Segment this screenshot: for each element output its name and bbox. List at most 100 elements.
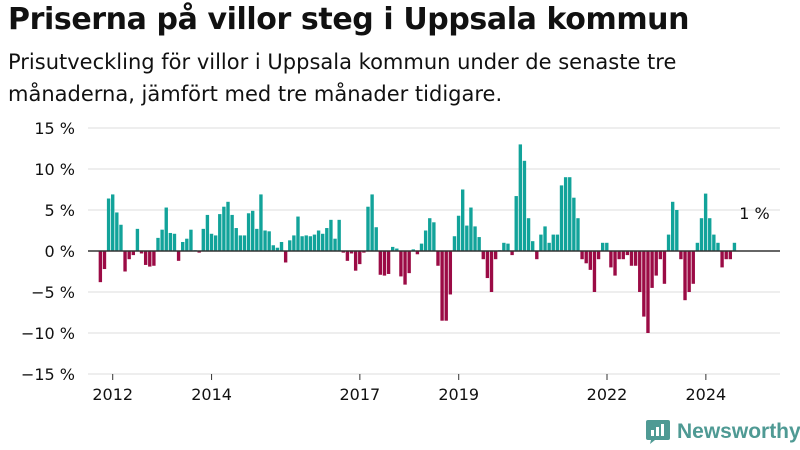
- bar: [559, 185, 564, 251]
- bar: [448, 251, 453, 295]
- bar: [168, 232, 173, 251]
- bar: [675, 210, 679, 251]
- bar: [102, 251, 107, 270]
- bar: [695, 242, 700, 251]
- bar: [251, 210, 255, 251]
- bar: [526, 218, 531, 251]
- bar: [493, 251, 498, 260]
- bar: [506, 243, 510, 251]
- bar: [543, 226, 547, 251]
- bar: [135, 228, 140, 251]
- x-tick-label: 2017: [339, 385, 380, 404]
- bar: [679, 251, 683, 260]
- bar: [436, 251, 440, 266]
- bar: [502, 242, 506, 251]
- bar: [428, 218, 432, 251]
- bar: [662, 251, 667, 284]
- bar: [148, 251, 152, 267]
- bar: [712, 234, 716, 251]
- bar: [687, 251, 691, 292]
- y-tick-label: −15 %: [21, 365, 75, 384]
- bar: [181, 241, 185, 251]
- bar: [308, 236, 313, 251]
- bar: [160, 229, 164, 251]
- newsworthy-logo-icon: [646, 420, 670, 444]
- bar: [370, 194, 374, 251]
- brand-logo: Newsworthy: [645, 418, 800, 446]
- bar: [316, 230, 321, 251]
- bar: [201, 228, 205, 251]
- bar: [226, 201, 230, 251]
- bar: [551, 234, 555, 251]
- bar: [588, 251, 593, 270]
- bar: [411, 249, 415, 251]
- bar: [580, 251, 584, 260]
- bar: [111, 194, 115, 251]
- bar: [576, 218, 580, 251]
- bar: [563, 177, 568, 251]
- bar: [283, 251, 288, 263]
- bar: [646, 251, 650, 333]
- bar: [485, 251, 490, 279]
- bar: [312, 234, 317, 251]
- x-tick-label: 2024: [685, 385, 726, 404]
- bar: [658, 251, 663, 260]
- bar: [617, 251, 621, 260]
- bar: [650, 251, 654, 288]
- bar: [300, 236, 304, 251]
- bar: [238, 235, 243, 251]
- bar: [156, 237, 160, 251]
- bar: [275, 247, 280, 251]
- bar: [699, 218, 704, 251]
- bar: [539, 234, 543, 251]
- bar: [440, 251, 444, 321]
- bar: [584, 251, 588, 264]
- bar: [386, 251, 391, 274]
- bar: [452, 236, 457, 251]
- bar: [172, 233, 177, 251]
- bar: [106, 198, 111, 251]
- bar: [341, 251, 345, 253]
- bar: [288, 240, 292, 251]
- bar: [609, 251, 613, 268]
- bar: [119, 224, 123, 251]
- bar: [209, 233, 214, 251]
- bar: [395, 248, 399, 251]
- bar: [407, 251, 411, 274]
- bar: [292, 235, 296, 251]
- bar: [374, 227, 378, 251]
- bar: [724, 251, 728, 260]
- bar: [555, 234, 560, 251]
- bar: [255, 228, 259, 251]
- y-tick-label: −10 %: [21, 324, 75, 343]
- bar: [218, 214, 222, 251]
- bar: [510, 251, 514, 256]
- bar: [605, 242, 609, 251]
- bar: [242, 235, 247, 251]
- bar: [531, 241, 535, 251]
- bar: [592, 251, 597, 292]
- y-tick-label: 5 %: [45, 201, 75, 220]
- bar: [469, 207, 473, 251]
- data-label: 1 %: [739, 204, 769, 223]
- bar: [131, 251, 135, 256]
- bar: [176, 251, 181, 261]
- bar: [568, 177, 572, 251]
- brand-name: Newsworthy: [677, 420, 800, 443]
- bar: [279, 241, 284, 251]
- bar: [638, 251, 642, 292]
- bar: [123, 251, 127, 272]
- bar: [444, 251, 448, 321]
- y-tick-label: −5 %: [31, 283, 75, 302]
- bar: [596, 251, 601, 260]
- bar: [465, 225, 469, 251]
- bar: [189, 229, 193, 251]
- bar: [353, 251, 358, 271]
- bar: [378, 251, 383, 275]
- x-tick-label: 2022: [587, 385, 628, 404]
- bar: [391, 246, 395, 251]
- bar: [213, 235, 218, 251]
- bar: [139, 251, 144, 254]
- bar: [600, 242, 605, 251]
- bar: [362, 251, 366, 253]
